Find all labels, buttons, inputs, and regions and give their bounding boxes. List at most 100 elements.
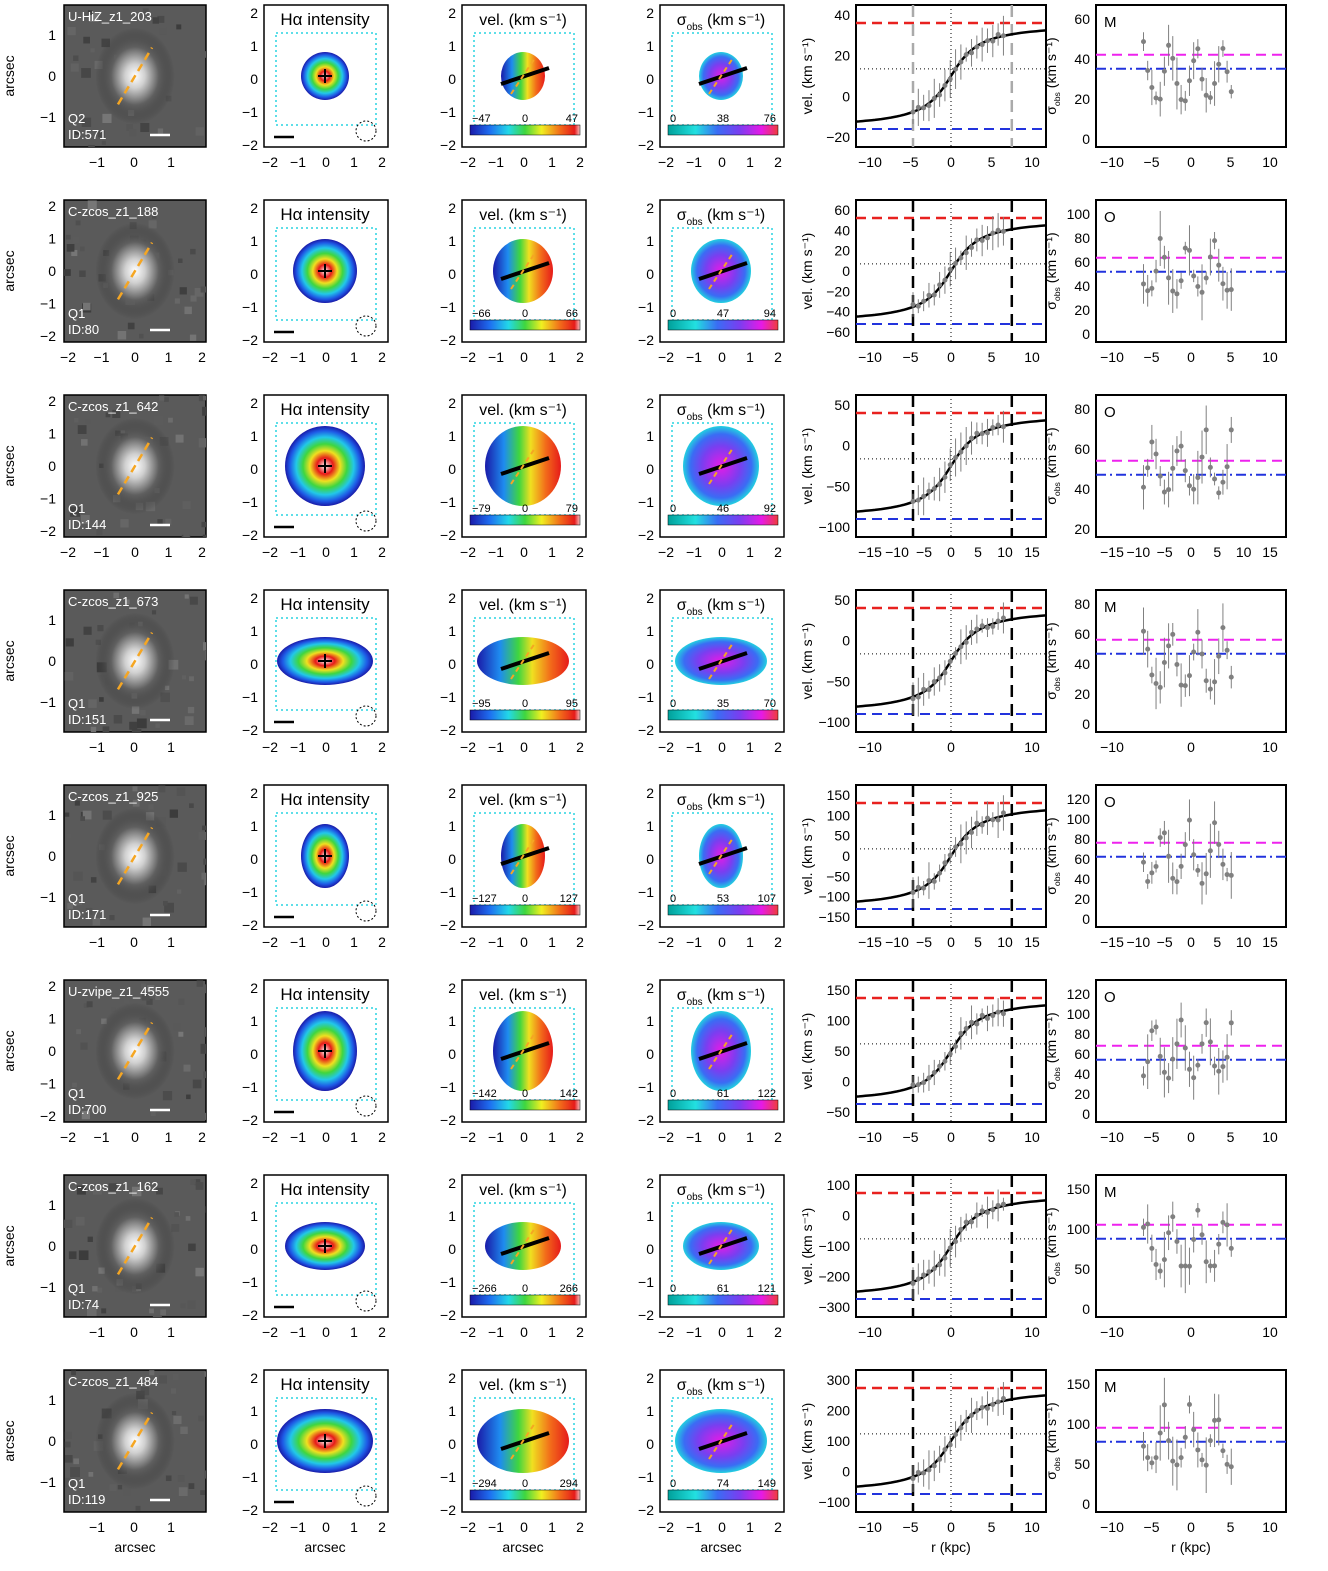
sigma-point: [1229, 873, 1234, 878]
sigma-point: [1229, 675, 1234, 680]
rotation-point: [958, 644, 963, 649]
sigma-subscript: obs: [687, 217, 703, 228]
image-noise-pixel: [172, 1374, 178, 1380]
map-xtick: −1: [686, 739, 702, 755]
rotation-point: [916, 498, 921, 503]
rotation-point: [980, 1013, 985, 1018]
sigma-point: [1191, 1427, 1196, 1432]
map-xtick: 1: [746, 544, 754, 560]
arcsec-ytick: 1: [48, 1011, 56, 1027]
sigma-point: [1187, 1067, 1192, 1072]
vel-ytick: −100: [818, 519, 850, 535]
map-ytick: 0: [448, 1046, 456, 1062]
vel-ytick: 40: [834, 222, 850, 238]
sigma-subscript: obs: [687, 802, 703, 813]
map-xtick: 2: [576, 934, 584, 950]
vel-xtick: −5: [903, 1129, 919, 1145]
map-xtick: −2: [262, 1129, 278, 1145]
image-noise-pixel: [190, 1179, 196, 1185]
map-ytick: 2: [646, 785, 654, 801]
sigma-point: [1166, 1076, 1171, 1081]
image-noise-pixel: [175, 298, 180, 303]
map-ytick: −2: [638, 1112, 654, 1128]
rotation-point: [916, 1470, 921, 1475]
sigma-xtick: −10: [1100, 154, 1124, 170]
map-xtick: −2: [658, 739, 674, 755]
image-noise-pixel: [103, 726, 110, 732]
rotation-point: [926, 1269, 931, 1274]
sigma-ytick: 120: [1067, 986, 1091, 1002]
sigma-xtick: 10: [1236, 934, 1252, 950]
xlabel-arcsec: arcsec: [304, 1539, 345, 1555]
image-noise-pixel: [180, 287, 187, 294]
image-noise-pixel: [114, 715, 122, 723]
image-noise-pixel: [129, 129, 137, 137]
vel-ytick: −40: [826, 304, 850, 320]
sigma-point: [1158, 1054, 1163, 1059]
image-noise-pixel: [65, 1455, 73, 1463]
sigma-point: [1216, 1417, 1221, 1422]
colorbar-max: 95: [566, 698, 578, 710]
xlabel-r: r (kpc): [931, 1539, 971, 1555]
map-ytick: 0: [250, 71, 258, 87]
xlabel-arcsec: arcsec: [114, 1539, 155, 1555]
rotation-point: [948, 853, 953, 858]
rotation-point: [964, 250, 969, 255]
colorbar-max: 122: [758, 1088, 776, 1100]
rotation-point: [932, 96, 937, 101]
vel-xtick: −15: [858, 934, 882, 950]
arcsec-xtick: 0: [131, 349, 139, 365]
map-ytick: −2: [638, 137, 654, 153]
vel-xtick: 10: [997, 544, 1013, 560]
map-ytick: 2: [250, 5, 258, 21]
map-xtick: 1: [350, 349, 358, 365]
vel-ytick: 150: [827, 787, 851, 803]
row-7: C-zcos_z1_162Q1ID:7410−1arcsec−1 0 1Hα int…: [1, 1175, 1286, 1340]
map-ytick: 0: [250, 1241, 258, 1257]
map-xtick: 2: [576, 739, 584, 755]
vel-xtick: 10: [1024, 1129, 1040, 1145]
sigma-subscript: obs: [687, 1192, 703, 1203]
map-xtick: −1: [686, 349, 702, 365]
sigma-point: [1141, 860, 1146, 865]
vel-ytick: 20: [834, 243, 850, 259]
rotation-point: [953, 455, 958, 460]
image-noise-pixel: [143, 918, 151, 926]
map-ytick: 0: [646, 1436, 654, 1452]
rotation-point: [937, 282, 942, 287]
vel-xtick: 10: [1024, 739, 1040, 755]
sigma-point: [1149, 440, 1154, 445]
map-xtick: 0: [718, 1129, 726, 1145]
sigma-point: [1162, 1402, 1167, 1407]
sigma-point: [1208, 687, 1213, 692]
rotation-point: [996, 32, 1001, 37]
sigma-point: [1200, 290, 1205, 295]
map-ytick: −1: [242, 1079, 258, 1095]
velocity-title: vel. (km s⁻¹): [479, 402, 567, 419]
colorbar-max: 149: [758, 1478, 776, 1490]
map-xtick: 1: [350, 154, 358, 170]
velocity-title: vel. (km s⁻¹): [479, 987, 567, 1004]
sigma-point: [1170, 632, 1175, 637]
colorbar-mid: 38: [717, 113, 729, 125]
rotation-point: [953, 1239, 958, 1244]
sigma-ytick: 60: [1074, 1046, 1090, 1062]
rotation-point: [911, 696, 916, 701]
ylabel-arcsec: arcsec: [1, 640, 17, 681]
dispersion-colorbar: [668, 1100, 778, 1110]
sigma-units: (km s⁻¹): [1043, 817, 1059, 872]
sigma-subscript: obs: [1052, 871, 1062, 886]
galaxy-name: C-zcos_z1_642: [68, 399, 158, 414]
arcsec-ytick: 0: [48, 848, 56, 864]
map-ytick: 0: [250, 1436, 258, 1452]
map-xtick: −1: [686, 154, 702, 170]
sigma-point: [1174, 662, 1179, 667]
sigma-point: [1208, 1039, 1213, 1044]
intensity-title: Hα intensity: [280, 1180, 370, 1199]
rotation-point: [916, 885, 921, 890]
dispersion-colorbar: [668, 710, 778, 720]
sigma-ytick: 50: [1074, 1456, 1090, 1472]
colorbar-min: −266: [472, 1283, 497, 1295]
image-noise-pixel: [203, 396, 206, 401]
sigma-point: [1158, 97, 1163, 102]
